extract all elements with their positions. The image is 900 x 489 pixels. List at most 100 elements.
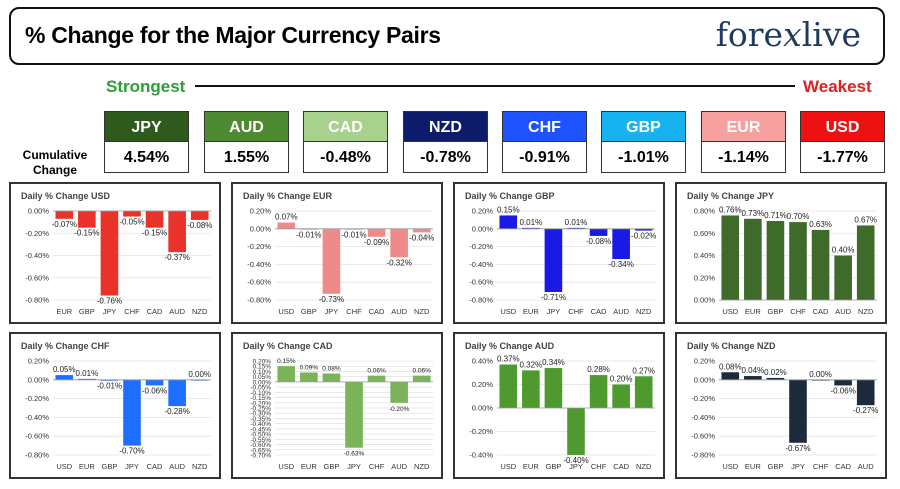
y-tick-label: -0.40% <box>469 451 493 460</box>
bar-gbp <box>766 377 785 380</box>
data-label: -0.07% <box>52 220 77 229</box>
currency-box-nzd: NZD -0.78% <box>403 111 488 173</box>
y-tick-label: 0.00% <box>28 375 50 384</box>
currency-cumulative-value: -0.78% <box>403 142 488 173</box>
x-category-label: GBP <box>79 307 95 316</box>
x-category-label: CHF <box>591 462 607 471</box>
y-tick-label: 0.40% <box>472 357 494 366</box>
bar-chart-svg: Daily % Change AUD 0.40% 0.20% 0.00% -0.20% -… <box>465 341 655 471</box>
bar-cad <box>367 228 386 237</box>
bar-gbp <box>100 379 119 381</box>
data-label: 0.63% <box>809 220 832 229</box>
y-tick-label: 0.00% <box>253 379 272 386</box>
data-label: -0.40% <box>563 456 588 465</box>
bar-eur <box>522 370 540 408</box>
data-label: -0.73% <box>319 295 344 304</box>
bar-cad <box>145 211 164 228</box>
x-category-label: NZD <box>636 307 652 316</box>
x-category-label: USD <box>722 307 738 316</box>
bar-jpy <box>100 211 119 296</box>
y-tick-label: 0.20% <box>694 273 716 282</box>
chart-title: Daily % Change USD <box>21 191 111 201</box>
data-label: 0.04% <box>742 366 765 375</box>
chart-title: Daily % Change GBP <box>465 191 555 201</box>
x-category-label: AUD <box>858 462 874 471</box>
bar-aud <box>168 379 186 407</box>
x-category-label: JPY <box>569 462 583 471</box>
y-tick-label: -0.50% <box>250 432 271 439</box>
data-label: 0.01% <box>520 218 543 227</box>
currency-cumulative-value: -0.48% <box>303 142 388 173</box>
bar-eur <box>744 218 762 300</box>
header-banner: % Change for the Major Currency Pairs fo… <box>9 7 885 65</box>
y-tick-label: -0.60% <box>691 432 715 441</box>
currency-name: USD <box>800 111 885 142</box>
y-tick-label: -0.20% <box>469 427 493 436</box>
data-label: 0.01% <box>76 369 99 378</box>
x-category-label: USD <box>278 462 294 471</box>
x-category-label: AUD <box>391 307 407 316</box>
bar-eur <box>300 372 318 382</box>
y-tick-label: 0.00% <box>472 404 494 413</box>
data-label: 0.27% <box>632 366 655 375</box>
page-title: % Change for the Major Currency Pairs <box>25 22 441 48</box>
x-category-label: NZD <box>414 462 430 471</box>
data-label: -0.32% <box>386 258 411 267</box>
bar-aud <box>390 381 408 403</box>
bar-chart-svg: Daily % Change CHF 0.20% 0.00% -0.20% -0.40%… <box>21 341 211 471</box>
x-category-label: JPY <box>103 307 117 316</box>
chart-panel-3: Daily % Change JPY 0.80% 0.60% 0.40% 0.20% 0.… <box>675 182 887 324</box>
bar-chart-svg: Daily % Change CAD0.20%0.15%0.10%0.05%0.… <box>243 341 433 471</box>
currency-box-cad: CAD -0.48% <box>303 111 388 173</box>
x-category-label: USD <box>56 462 72 471</box>
data-label: -0.08% <box>187 221 212 230</box>
chart-title: Daily % Change JPY <box>687 191 774 201</box>
x-category-label: NZD <box>192 462 208 471</box>
chart-title: Daily % Change AUD <box>465 341 555 351</box>
data-label: 0.67% <box>854 215 877 224</box>
x-category-label: CHF <box>346 307 362 316</box>
bar-eur <box>78 378 96 380</box>
x-category-label: JPY <box>791 462 805 471</box>
weakest-label: Weakest <box>803 77 872 96</box>
currency-name: EUR <box>701 111 786 142</box>
bar-nzd <box>856 225 875 300</box>
y-tick-label: -0.80% <box>469 296 493 305</box>
y-tick-label: -0.40% <box>691 413 715 422</box>
bar-aud <box>612 228 630 260</box>
y-tick-label: 0.00% <box>694 296 716 305</box>
y-tick-label: -0.80% <box>247 296 271 305</box>
bar-usd <box>721 372 740 380</box>
bar-gbp <box>322 373 341 382</box>
data-label: 0.37% <box>497 355 520 364</box>
chart-title: Daily % Change CAD <box>243 341 333 351</box>
bar-nzd <box>634 228 653 231</box>
bar-nzd <box>634 376 653 408</box>
y-tick-label: 0.00% <box>250 224 272 233</box>
data-label: -0.76% <box>97 297 122 306</box>
cumulative-label-line1: Cumulative <box>22 148 88 162</box>
data-label: 0.08% <box>719 362 742 371</box>
y-tick-label: -0.80% <box>691 451 715 460</box>
y-tick-label: -0.60% <box>469 278 493 287</box>
data-label: -0.01% <box>97 382 122 391</box>
x-category-label: JPY <box>547 307 561 316</box>
bar-chf <box>811 379 830 381</box>
data-label: 0.07% <box>275 213 298 222</box>
x-category-label: EUR <box>745 462 761 471</box>
y-tick-label: -0.10% <box>250 390 271 397</box>
bar-eur <box>522 227 540 229</box>
data-label: 0.05% <box>53 365 76 374</box>
bar-chart-svg: Daily % Change USD 0.00% -0.20% -0.40% -0.60… <box>21 191 212 316</box>
x-category-label: JPY <box>325 307 339 316</box>
logo-text-right: live <box>801 15 861 54</box>
strongest-label: Strongest <box>106 77 186 96</box>
y-tick-label: -0.40% <box>25 413 49 422</box>
data-label: 0.40% <box>832 246 855 255</box>
data-label: -0.06% <box>142 386 167 395</box>
data-label: 0.32% <box>520 360 543 369</box>
strength-arrow-line <box>195 85 795 87</box>
x-category-label: NZD <box>192 307 208 316</box>
x-category-label: EUR <box>745 307 761 316</box>
chart-panel-7: Daily % Change NZD 0.20% 0.00% -0.20% -0.40%… <box>675 332 887 479</box>
